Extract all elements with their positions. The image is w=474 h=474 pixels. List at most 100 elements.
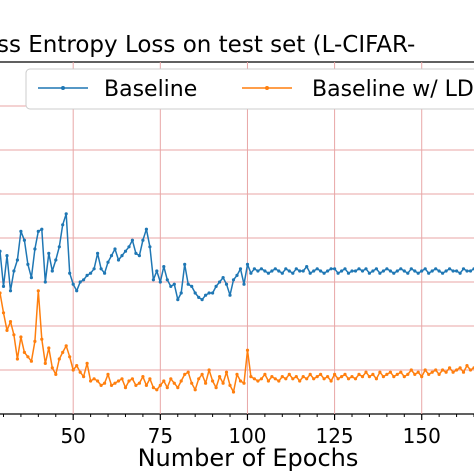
data-point-ld [326,375,330,379]
data-point-baseline [61,223,65,227]
data-point-ld [259,377,263,381]
data-point-ld [301,375,305,379]
data-point-baseline [89,271,93,275]
data-point-baseline [388,269,392,273]
data-point-baseline [151,278,155,282]
data-point-baseline [141,238,145,242]
data-point-baseline [374,267,378,271]
data-point-baseline [451,269,455,273]
data-point-ld [465,364,469,368]
data-point-ld [47,346,51,350]
data-point-ld [319,372,323,376]
data-point-baseline [211,291,215,295]
data-point-baseline [298,269,302,273]
data-point-baseline [287,269,291,273]
data-point-baseline [158,280,162,284]
data-point-baseline [36,229,40,233]
data-point-baseline [5,254,9,258]
data-point-baseline [367,271,371,275]
legend-marker-baseline [61,86,65,90]
data-point-baseline [277,269,281,273]
data-point-baseline [75,289,79,293]
data-point-ld [378,370,382,374]
data-point-baseline [416,271,420,275]
data-point-ld [50,366,54,370]
legend-box [25,68,474,110]
data-point-baseline [399,267,403,271]
data-point-ld [155,388,159,392]
data-point-ld [127,379,131,383]
data-point-baseline [270,269,274,273]
data-point-baseline [96,251,100,255]
data-point-baseline [423,267,427,271]
data-point-baseline [371,269,375,273]
data-point-baseline [190,284,194,288]
data-point-baseline [434,267,438,271]
data-point-ld [353,377,358,381]
data-point-baseline [218,280,222,284]
data-point-ld [395,372,399,376]
data-point-baseline [284,267,288,271]
data-point-ld [434,368,438,372]
data-point-ld [137,381,141,385]
data-point-ld [430,370,434,374]
data-point-ld [183,372,187,376]
data-point-ld [280,375,284,379]
data-point-ld [68,355,72,359]
data-point-ld [19,335,23,339]
data-point-ld [71,368,75,372]
data-point-ld [158,383,162,387]
legend-label-baseline: Baseline [104,77,197,102]
data-point-baseline [103,271,107,275]
data-point-ld [43,361,47,365]
series-layer [0,212,474,394]
data-point-baseline [162,265,166,269]
data-point-ld [96,379,100,383]
data-point-ld [85,361,89,365]
data-point-baseline [291,271,295,275]
data-point-baseline [8,289,13,293]
data-point-ld [305,377,309,381]
data-point-baseline [197,295,201,299]
data-point-ld [273,377,277,381]
legend-label-ld: Baseline w/ LD [312,77,474,102]
data-point-baseline [455,269,459,273]
data-point-baseline [40,227,44,231]
data-point-ld [399,370,403,374]
data-point-ld [427,372,431,376]
data-point-baseline [458,271,462,275]
data-point-baseline [0,249,2,253]
data-point-ld [106,372,110,376]
data-point-ld [333,372,337,376]
data-point-ld [78,370,82,374]
data-point-ld [123,386,128,390]
data-point-baseline [444,269,448,273]
data-point-ld [89,379,93,383]
data-point-baseline [54,258,58,262]
data-point-baseline [22,238,26,242]
data-point-baseline [280,271,284,275]
data-point-baseline [78,280,82,284]
data-point-baseline [448,267,452,271]
data-point-ld [455,368,459,372]
data-point-baseline [266,271,270,275]
data-point-ld [360,375,365,379]
data-point-baseline [33,247,37,251]
data-point-baseline [116,258,121,262]
data-point-ld [186,370,190,374]
data-point-baseline [409,267,413,271]
data-point-ld [207,368,211,372]
data-point-ld [8,320,13,324]
data-point-baseline [343,267,347,271]
data-point-baseline [392,271,396,275]
data-point-baseline [137,254,141,258]
data-point-ld [468,368,473,372]
data-point-baseline [130,238,134,242]
data-point-ld [29,359,33,363]
data-point-ld [266,379,270,383]
data-point-ld [343,372,347,376]
data-point-ld [231,390,236,394]
data-point-ld [409,368,413,372]
data-point-ld [179,379,183,383]
data-point-ld [144,383,148,387]
